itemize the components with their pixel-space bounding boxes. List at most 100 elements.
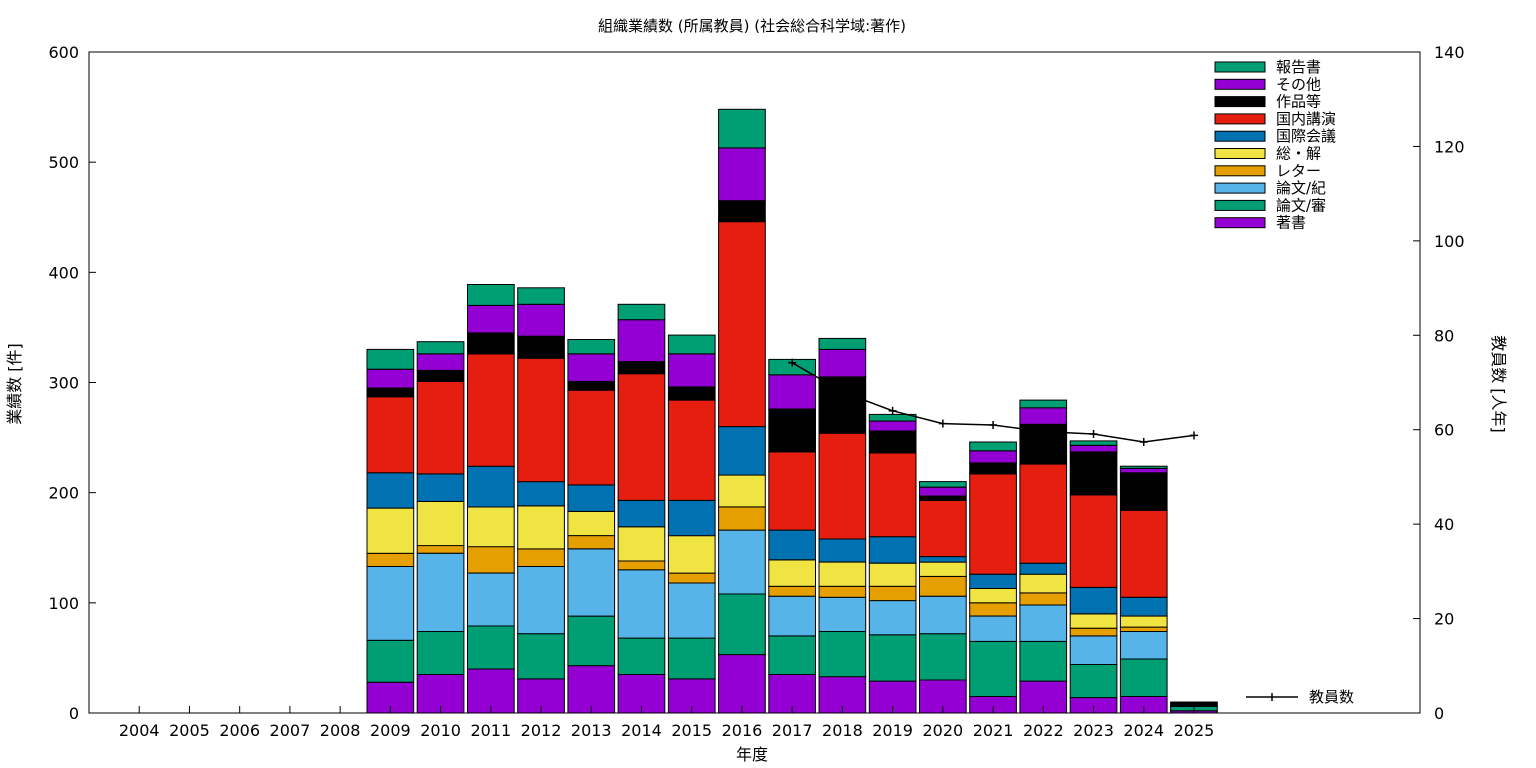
bar-2011-8 bbox=[467, 304, 515, 334]
bar-2015-3 bbox=[667, 572, 716, 584]
bar-2023-8 bbox=[1069, 444, 1118, 453]
bar-2018-6 bbox=[818, 432, 867, 540]
x-tick-label: 2018 bbox=[822, 721, 863, 740]
bar-2009-8 bbox=[366, 368, 415, 389]
bar-2015-8 bbox=[667, 353, 716, 388]
bar-2020-8 bbox=[919, 486, 967, 497]
bar-2024-8 bbox=[1119, 467, 1168, 474]
bar-2020-4 bbox=[919, 561, 967, 577]
bar-2010-7 bbox=[416, 369, 465, 382]
bar-2020-5 bbox=[919, 556, 967, 563]
legend-swatch-8 bbox=[1214, 199, 1266, 211]
bar-2012-7 bbox=[517, 335, 565, 359]
legend-swatch-9 bbox=[1214, 217, 1266, 229]
bar-2021-8 bbox=[969, 450, 1017, 464]
bar-2022-8 bbox=[1019, 407, 1068, 425]
bar-2013-4 bbox=[567, 510, 616, 537]
bar-2013-8 bbox=[567, 353, 616, 382]
y2-tick-label: 40 bbox=[1434, 515, 1454, 534]
bar-2011-1 bbox=[467, 625, 515, 670]
bar-2011-5 bbox=[467, 465, 515, 508]
bar-2017-7 bbox=[768, 408, 816, 453]
bar-2020-6 bbox=[919, 499, 967, 558]
y-tick-label: 500 bbox=[48, 153, 79, 172]
bar-2021-5 bbox=[969, 573, 1017, 590]
bar-2020-3 bbox=[919, 575, 967, 597]
y-tick-label: 600 bbox=[48, 43, 79, 62]
bar-2013-9 bbox=[567, 339, 616, 355]
y2-tick-label: 60 bbox=[1434, 421, 1454, 440]
legend-label-6: レター bbox=[1276, 162, 1321, 180]
bar-2016-6 bbox=[718, 221, 766, 428]
bar-2021-3 bbox=[969, 602, 1017, 617]
bar-2012-3 bbox=[517, 548, 565, 568]
bar-2023-1 bbox=[1069, 664, 1118, 699]
bar-2013-1 bbox=[567, 615, 616, 667]
legend-label-5: 総・解 bbox=[1276, 145, 1321, 163]
y-tick-label: 0 bbox=[69, 704, 79, 723]
bar-2019-6 bbox=[868, 452, 917, 538]
bar-2012-9 bbox=[517, 287, 565, 305]
bar-2013-7 bbox=[567, 380, 616, 391]
x-tick-label: 2008 bbox=[320, 721, 361, 740]
bar-2022-2 bbox=[1019, 604, 1068, 642]
x-tick-label: 2009 bbox=[370, 721, 411, 740]
bar-2010-4 bbox=[416, 501, 465, 547]
y-tick-label: 300 bbox=[48, 374, 79, 393]
bar-2014-4 bbox=[617, 526, 666, 562]
bar-2014-5 bbox=[617, 499, 666, 528]
legend-swatch-1 bbox=[1214, 78, 1266, 90]
bar-2018-9 bbox=[818, 337, 867, 350]
bar-2010-9 bbox=[416, 341, 465, 355]
bar-2018-8 bbox=[818, 348, 867, 378]
y-tick-label: 400 bbox=[48, 263, 79, 282]
bar-2024-7 bbox=[1119, 472, 1168, 511]
bar-2015-6 bbox=[667, 399, 716, 501]
x-tick-label: 2004 bbox=[119, 721, 160, 740]
y2-tick-label: 20 bbox=[1434, 610, 1454, 629]
bar-2010-5 bbox=[416, 473, 465, 502]
bar-2016-8 bbox=[718, 147, 766, 202]
legend-swatch-2 bbox=[1214, 96, 1266, 108]
bar-2016-9 bbox=[718, 108, 766, 149]
y2-tick-label: 100 bbox=[1434, 232, 1465, 251]
y2-tick-label: 80 bbox=[1434, 326, 1454, 345]
bar-2012-4 bbox=[517, 505, 565, 550]
bar-2016-3 bbox=[718, 506, 766, 531]
bar-2010-8 bbox=[416, 353, 465, 371]
bar-2023-9 bbox=[1069, 440, 1118, 446]
bar-2017-5 bbox=[768, 529, 816, 561]
bar-2017-6 bbox=[768, 451, 816, 531]
bar-2019-1 bbox=[868, 634, 917, 682]
chart-title: 組織業績数 (所属教員) (社会総合科学域:著作) bbox=[598, 17, 906, 35]
x-tick-label: 2021 bbox=[973, 721, 1014, 740]
legend-line-label: 教員数 bbox=[1309, 688, 1354, 706]
x-tick-label: 2014 bbox=[621, 721, 662, 740]
bar-2009-6 bbox=[366, 396, 415, 474]
x-tick-label: 2011 bbox=[470, 721, 511, 740]
bar-2024-2 bbox=[1119, 631, 1168, 660]
bar-2015-2 bbox=[667, 582, 716, 639]
bar-2018-7 bbox=[818, 376, 867, 434]
bar-2012-6 bbox=[517, 357, 565, 483]
bar-2016-1 bbox=[718, 593, 766, 656]
bar-2014-6 bbox=[617, 373, 666, 501]
bar-2009-4 bbox=[366, 507, 415, 554]
x-tick-label: 2023 bbox=[1073, 721, 1114, 740]
bar-2011-9 bbox=[467, 284, 515, 306]
bar-2015-5 bbox=[667, 499, 716, 537]
bar-2012-5 bbox=[517, 481, 565, 507]
legend-label-0: 報告書 bbox=[1276, 58, 1321, 76]
x-tick-label: 2015 bbox=[671, 721, 712, 740]
bar-2016-4 bbox=[718, 474, 766, 508]
bar-2024-3 bbox=[1119, 626, 1168, 632]
bar-2024-1 bbox=[1119, 658, 1168, 697]
bar-2021-6 bbox=[969, 473, 1017, 575]
bar-2017-1 bbox=[768, 635, 816, 676]
bar-2009-9 bbox=[366, 348, 415, 370]
bar-2022-4 bbox=[1019, 573, 1068, 594]
legend-swatch-3 bbox=[1214, 113, 1266, 125]
bar-2023-2 bbox=[1069, 635, 1118, 666]
x-tick-label: 2016 bbox=[722, 721, 763, 740]
